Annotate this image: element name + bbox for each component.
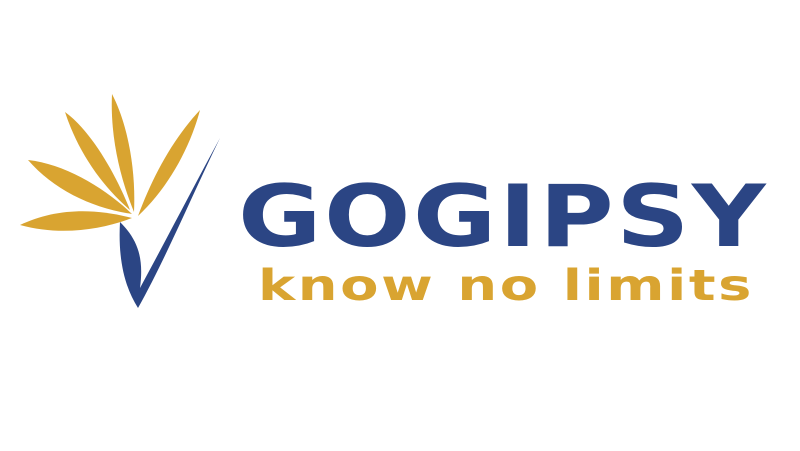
petal-upper-left — [65, 112, 130, 210]
brand-name: GoGipsy — [238, 167, 768, 267]
bird-of-paradise-flower-icon — [20, 94, 220, 308]
petal-right — [138, 110, 200, 216]
petal-left-low — [20, 211, 132, 231]
tagline: know no limits — [258, 261, 754, 311]
petal-center — [111, 94, 135, 212]
petal-left — [28, 160, 132, 214]
gold-petals — [20, 94, 200, 231]
blue-stem-checkmark — [119, 138, 220, 308]
